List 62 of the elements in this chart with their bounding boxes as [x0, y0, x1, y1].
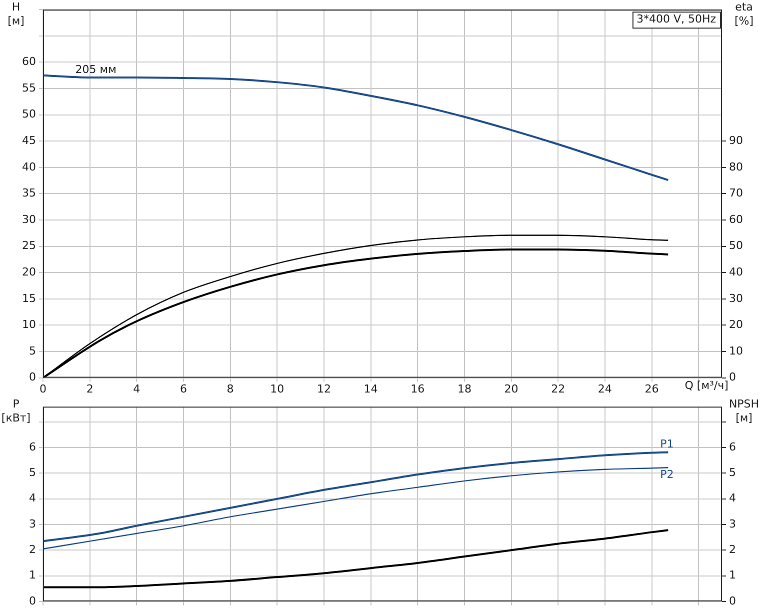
y2-tick-label: 60	[729, 212, 743, 226]
y2-tick-label: 80	[729, 160, 743, 174]
y-tick-label: 5	[29, 344, 36, 358]
y-tick-label: 15	[22, 292, 36, 305]
y-tick-label: 6	[29, 440, 36, 454]
y-axis-title: P [кВт]	[1, 397, 31, 424]
y-tick-label: 25	[22, 239, 36, 252]
series-label: P1	[660, 438, 674, 451]
x-tick-label: 4	[133, 382, 140, 396]
series-label: P2	[660, 468, 674, 481]
x-tick-label: 26	[644, 382, 659, 396]
x-tick-label: 6	[180, 382, 187, 396]
x-tick-label: 20	[504, 382, 518, 396]
y-tick-label: 40	[22, 160, 36, 174]
y2-tick-label: 30	[729, 292, 743, 305]
line-series	[43, 74, 670, 182]
line-series	[43, 529, 670, 588]
y-tick-label: 55	[22, 81, 36, 94]
y-tick-label: 60	[22, 55, 36, 68]
y2-axis-title: eta [%]	[734, 0, 754, 28]
y-tick-label: 5	[29, 466, 36, 480]
y2-tick-label: 1	[729, 568, 736, 582]
y2-tick-label: 50	[729, 239, 743, 252]
x-tick-label: 10	[270, 382, 284, 396]
x-tick-label: 8	[226, 382, 234, 396]
x-tick-label: 2	[86, 382, 94, 396]
x-tick-label: 12	[316, 382, 331, 396]
series-label: 205 мм	[75, 62, 116, 76]
x-axis-title: Q [м³/ч]	[684, 379, 728, 392]
y2-tick-label: 0	[729, 594, 736, 608]
annotation: 3*400 V, 50Hz	[636, 12, 716, 26]
y-tick-label: 1	[29, 568, 36, 582]
y2-tick-label: 20	[729, 318, 743, 332]
y-tick-label: 3	[29, 517, 36, 530]
y2-tick-label: 4	[729, 492, 736, 505]
y2-tick-label: 90	[729, 134, 743, 147]
x-tick-label: 24	[598, 382, 612, 396]
y-tick-label: 4	[29, 492, 36, 505]
y-tick-label: 0	[29, 594, 36, 608]
y-tick-label: 0	[29, 370, 36, 384]
y2-tick-label: 3	[729, 517, 736, 530]
y-tick-label: 2	[29, 542, 36, 556]
x-tick-label: 14	[364, 382, 378, 396]
x-tick-label: 18	[457, 382, 472, 396]
y-tick-label: 50	[22, 108, 36, 121]
y-tick-label: 45	[22, 134, 36, 147]
y2-tick-label: 10	[729, 344, 743, 358]
y2-tick-label: 40	[729, 265, 743, 278]
x-tick-label: 16	[410, 382, 425, 396]
y2-tick-label: 70	[729, 186, 743, 200]
y-axis-title: H [м]	[8, 0, 24, 28]
x-tick-label: 22	[551, 382, 566, 396]
y-tick-label: 20	[22, 265, 36, 278]
y-tick-label: 10	[22, 318, 36, 332]
y-tick-label: 30	[22, 212, 36, 226]
y2-tick-label: 5	[729, 466, 736, 480]
y2-tick-label: 6	[729, 440, 736, 454]
x-tick-label: 0	[40, 382, 46, 396]
y2-axis-title: NPSH [м]	[728, 397, 760, 424]
y-tick-label: 35	[22, 186, 36, 200]
y2-tick-label: 2	[729, 542, 736, 556]
y2-tick-label: 0	[729, 370, 736, 384]
